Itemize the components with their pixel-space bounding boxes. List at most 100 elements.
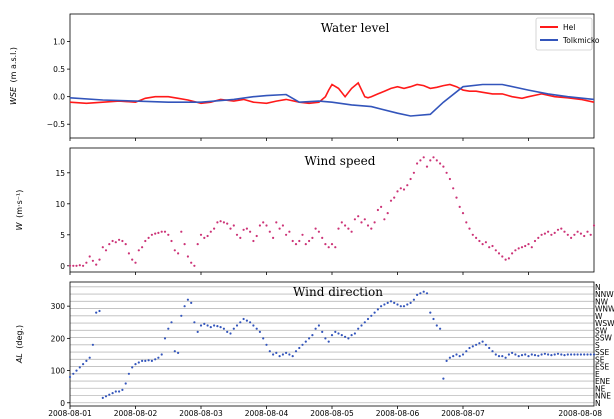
data-point <box>589 353 592 356</box>
data-point <box>517 247 520 250</box>
title-wind-speed: Wind speed <box>305 154 376 168</box>
data-point <box>527 355 530 358</box>
data-point <box>386 212 389 215</box>
data-point <box>314 227 317 230</box>
data-point <box>550 354 553 357</box>
data-point <box>124 382 127 385</box>
data-point <box>177 252 180 255</box>
data-point <box>563 354 566 357</box>
data-point <box>281 224 284 227</box>
data-point <box>543 232 547 235</box>
data-point <box>448 177 451 181</box>
data-point <box>475 343 478 346</box>
series-lines-water-level <box>69 81 595 117</box>
y-tick-label: 15 <box>55 169 65 178</box>
series-points-wind-direction <box>68 290 596 399</box>
data-point <box>308 337 311 340</box>
data-point <box>285 233 288 236</box>
data-point <box>98 258 101 261</box>
data-point <box>504 258 507 261</box>
data-point <box>419 292 422 295</box>
series-line-tolkmicko <box>69 83 595 117</box>
data-point <box>573 233 576 236</box>
data-point <box>193 321 196 324</box>
data-point <box>285 351 288 354</box>
y-tick-label: 300 <box>51 302 66 311</box>
data-point <box>380 205 383 208</box>
y-ticks-water-level: 1.0 0.5 0.0 −0.5 <box>47 38 529 141</box>
data-point <box>419 159 422 162</box>
data-point <box>494 353 497 356</box>
data-point <box>429 311 432 314</box>
data-point <box>566 353 569 356</box>
data-point <box>465 221 468 224</box>
data-point <box>321 236 324 239</box>
data-point <box>114 241 117 244</box>
compass-label: WSW <box>595 319 614 328</box>
data-point <box>186 298 189 301</box>
x-tick-label: 2008-08-01 <box>48 409 92 418</box>
data-point <box>235 233 239 236</box>
data-point <box>422 290 425 293</box>
data-point <box>255 234 258 238</box>
data-point <box>258 224 261 227</box>
y-tick-label: 5 <box>60 231 65 240</box>
data-point <box>570 353 573 356</box>
data-point <box>170 239 173 243</box>
data-point <box>186 255 189 258</box>
data-point <box>226 330 229 333</box>
data-point <box>183 243 186 246</box>
data-point <box>75 369 78 372</box>
data-point <box>104 249 108 252</box>
legend-water-level: Hel Tolkmicko <box>535 17 600 51</box>
data-point <box>278 227 281 230</box>
data-point <box>452 355 455 358</box>
x-tick-label: 2008-08-03 <box>179 409 223 418</box>
data-point <box>416 162 419 165</box>
ylabel-water-level: WSE (m a.s.l.) <box>9 47 18 105</box>
data-point <box>249 230 252 233</box>
data-point <box>425 292 429 295</box>
data-point <box>229 227 232 230</box>
y-tick-label: 0 <box>60 399 65 408</box>
data-point <box>252 324 255 327</box>
data-point <box>570 236 573 239</box>
data-point <box>147 359 150 362</box>
data-point <box>78 264 81 267</box>
data-point <box>213 324 216 327</box>
data-point <box>239 236 242 239</box>
data-point <box>366 317 370 321</box>
data-point <box>366 224 370 227</box>
data-point <box>556 352 560 355</box>
data-point <box>471 345 474 348</box>
data-point <box>481 340 484 343</box>
data-point <box>304 340 307 343</box>
data-point <box>556 228 560 231</box>
data-point <box>141 359 144 362</box>
data-point <box>402 188 406 191</box>
data-point <box>118 390 121 393</box>
series-line-hel <box>69 81 595 105</box>
axes-frame-wind-direction <box>69 281 595 407</box>
data-point <box>334 330 337 333</box>
data-point <box>471 233 474 236</box>
data-point <box>291 239 294 243</box>
data-point <box>301 233 304 236</box>
data-point <box>383 303 386 306</box>
data-point <box>199 324 203 327</box>
data-point <box>199 233 203 236</box>
data-point <box>566 233 569 236</box>
data-point <box>527 243 530 246</box>
data-point <box>442 377 445 380</box>
data-point <box>507 257 510 260</box>
data-point <box>203 322 206 325</box>
data-point <box>347 337 350 340</box>
data-point <box>353 218 356 221</box>
data-point <box>514 249 517 252</box>
data-point <box>455 353 458 356</box>
data-point <box>249 321 252 324</box>
data-point <box>383 218 386 221</box>
data-point <box>373 221 376 224</box>
compass-label: SSW <box>595 334 613 343</box>
data-point <box>173 350 176 353</box>
